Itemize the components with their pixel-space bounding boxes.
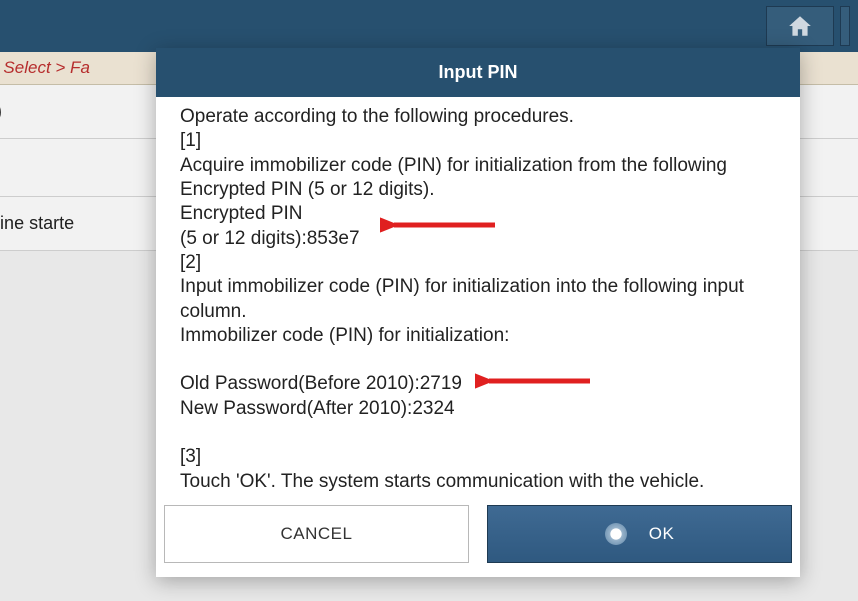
body-line: Old Password(Before 2010):2719 xyxy=(180,372,776,396)
body-line: New Password(After 2010):2324 xyxy=(180,397,776,421)
body-line: Input immobilizer code (PIN) for initial… xyxy=(180,275,776,324)
body-line: Touch 'OK'. The system starts communicat… xyxy=(180,470,776,494)
body-line: Encrypted PIN xyxy=(180,202,776,226)
input-pin-dialog: Input PIN Operate according to the follo… xyxy=(156,48,800,577)
header-button-partial[interactable] xyxy=(840,6,850,46)
body-line: [2] xyxy=(180,251,776,275)
ok-button-label: OK xyxy=(649,524,675,544)
body-line: [3] xyxy=(180,445,776,469)
dialog-title: Input PIN xyxy=(156,48,800,97)
body-line: (5 or 12 digits):853e7 xyxy=(180,227,776,251)
loading-spinner-icon xyxy=(605,523,627,545)
cancel-button-label: CANCEL xyxy=(281,524,353,544)
home-icon xyxy=(786,13,814,39)
ok-button[interactable]: OK xyxy=(487,505,792,563)
body-line xyxy=(180,421,776,445)
dialog-body: Operate according to the following proce… xyxy=(156,97,800,497)
body-line xyxy=(180,348,776,372)
app-header xyxy=(0,0,858,52)
body-line: [1] xyxy=(180,129,776,153)
body-line: Operate according to the following proce… xyxy=(180,105,776,129)
body-line: Acquire immobilizer code (PIN) for initi… xyxy=(180,154,776,203)
home-button[interactable] xyxy=(766,6,834,46)
body-line: Immobilizer code (PIN) for initializatio… xyxy=(180,324,776,348)
cancel-button[interactable]: CANCEL xyxy=(164,505,469,563)
dialog-footer: CANCEL OK xyxy=(156,497,800,577)
